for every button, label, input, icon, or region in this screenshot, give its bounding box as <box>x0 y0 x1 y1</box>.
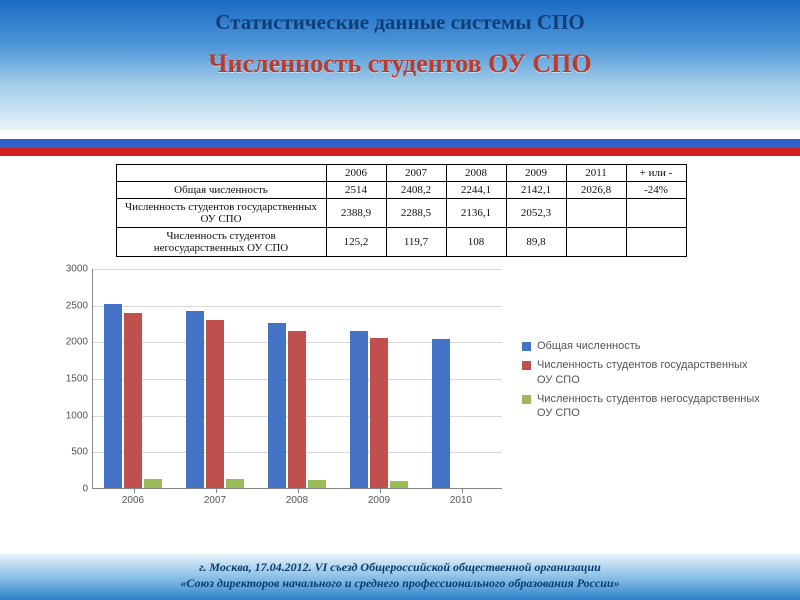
table-cell: 108 <box>446 228 506 257</box>
flag-stripe <box>0 130 800 156</box>
table-row-label: Общая численность <box>116 182 326 199</box>
main-title: Численность студентов ОУ СПО <box>0 49 800 79</box>
legend-item: Численность студентов государственных ОУ… <box>522 358 762 388</box>
table-row: Численность студентов негосударственных … <box>116 228 686 257</box>
legend-swatch <box>522 342 531 351</box>
legend-label: Численность студентов негосударственных … <box>537 392 762 422</box>
chart-x-tick-label: 2010 <box>420 495 502 506</box>
table-cell: -24% <box>626 182 686 199</box>
table-cell: 2388,9 <box>326 199 386 228</box>
table-row: Общая численность25142408,22244,12142,12… <box>116 182 686 199</box>
chart-y-tick-label: 1500 <box>54 374 88 385</box>
chart-bar <box>308 480 326 488</box>
table-cell <box>626 228 686 257</box>
table-cell <box>626 199 686 228</box>
chart-y-tick-label: 2000 <box>54 337 88 348</box>
chart-bar <box>350 331 368 488</box>
chart-plot-area <box>92 269 502 489</box>
table-header-cell: 2011 <box>566 165 626 182</box>
chart-bar <box>124 313 142 488</box>
legend-swatch <box>522 361 531 370</box>
chart-bar <box>144 479 162 488</box>
legend-label: Численность студентов государственных ОУ… <box>537 358 762 388</box>
table-cell: 2026,8 <box>566 182 626 199</box>
table-cell: 125,2 <box>326 228 386 257</box>
header-band: Статистические данные системы СПО Числен… <box>0 0 800 130</box>
table-cell: 2142,1 <box>506 182 566 199</box>
content-area: 20062007200820092011+ или - Общая числен… <box>0 156 800 529</box>
chart-y-tick-label: 0 <box>54 484 88 495</box>
table-cell <box>566 228 626 257</box>
chart-bar <box>206 320 224 488</box>
bar-chart: 050010001500200025003000 200620072008200… <box>54 269 774 529</box>
chart-y-tick-label: 2500 <box>54 300 88 311</box>
chart-bar <box>226 479 244 488</box>
table-header-cell: 2009 <box>506 165 566 182</box>
footer-line2: «Союз директоров начального и среднего п… <box>0 576 800 592</box>
footer-line1: г. Москва, 17.04.2012. VI съезд Общеросс… <box>0 560 800 576</box>
table-header-cell <box>116 165 326 182</box>
table-cell: 89,8 <box>506 228 566 257</box>
table-header-cell: 2007 <box>386 165 446 182</box>
table-row-label: Численность студентов негосударственных … <box>116 228 326 257</box>
table-cell <box>566 199 626 228</box>
table-cell: 2288,5 <box>386 199 446 228</box>
table-cell: 2136,1 <box>446 199 506 228</box>
footer: г. Москва, 17.04.2012. VI съезд Общеросс… <box>0 554 800 600</box>
table-cell: 2244,1 <box>446 182 506 199</box>
table-cell: 2514 <box>326 182 386 199</box>
table-row: Численность студентов государственных ОУ… <box>116 199 686 228</box>
chart-bar <box>104 304 122 488</box>
chart-x-tick-label: 2007 <box>174 495 256 506</box>
table-header-cell: + или - <box>626 165 686 182</box>
chart-y-tick-label: 1000 <box>54 410 88 421</box>
table-cell: 2052,3 <box>506 199 566 228</box>
table-cell: 119,7 <box>386 228 446 257</box>
chart-bar <box>390 481 408 488</box>
chart-bar <box>432 339 450 488</box>
table-cell: 2408,2 <box>386 182 446 199</box>
table-header-cell: 2008 <box>446 165 506 182</box>
chart-y-tick-label: 500 <box>54 447 88 458</box>
table-row-label: Численность студентов государственных ОУ… <box>116 199 326 228</box>
chart-bar <box>186 311 204 488</box>
chart-bar <box>370 338 388 489</box>
legend-item: Общая численность <box>522 339 762 354</box>
chart-legend: Общая численность Численность студентов г… <box>522 339 762 425</box>
chart-y-tick-label: 3000 <box>54 264 88 275</box>
legend-label: Общая численность <box>537 339 641 354</box>
legend-swatch <box>522 395 531 404</box>
chart-x-tick-label: 2008 <box>256 495 338 506</box>
chart-bar <box>288 331 306 488</box>
super-title: Статистические данные системы СПО <box>0 10 800 35</box>
chart-x-tick-label: 2009 <box>338 495 420 506</box>
table-header-cell: 2006 <box>326 165 386 182</box>
data-table: 20062007200820092011+ или - Общая числен… <box>116 164 687 257</box>
legend-item: Численность студентов негосударственных … <box>522 392 762 422</box>
chart-bar <box>268 323 286 488</box>
chart-x-tick-label: 2006 <box>92 495 174 506</box>
